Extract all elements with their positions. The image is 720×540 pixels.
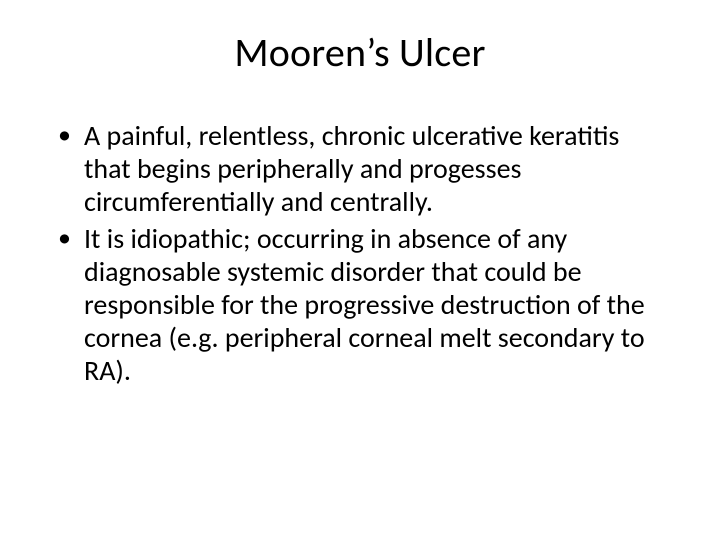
slide: Mooren’s Ulcer A painful, relentless, ch… [0, 0, 720, 540]
bullet-item: A painful, relentless, chronic ulcerativ… [56, 119, 664, 218]
bullet-item: It is idiopathic; occurring in absence o… [56, 222, 664, 387]
slide-body: A painful, relentless, chronic ulcerativ… [56, 119, 664, 387]
slide-title: Mooren’s Ulcer [56, 28, 664, 77]
bullet-list: A painful, relentless, chronic ulcerativ… [56, 119, 664, 387]
